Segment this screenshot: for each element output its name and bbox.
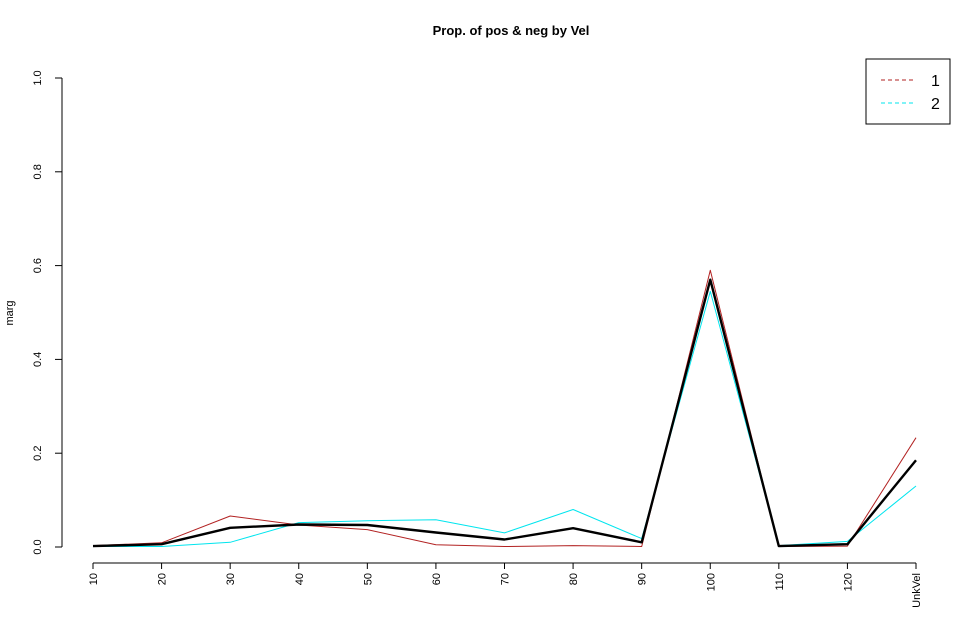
y-axis-label: marg bbox=[4, 300, 16, 325]
series-lines bbox=[92, 269, 917, 548]
y-tick-label: 0.2 bbox=[32, 446, 44, 461]
x-tick-label: 30 bbox=[225, 573, 237, 585]
legend: 12 bbox=[865, 58, 951, 125]
axes: 0.0 0.2 0.4 0.6 0.8 1.0 10 20 30 40 50 60 70 80 90 100 1… bbox=[32, 70, 923, 608]
x-tick-label: 60 bbox=[431, 573, 443, 585]
x-tick-label: 20 bbox=[157, 573, 169, 585]
x-tick-label: 40 bbox=[294, 573, 306, 585]
chart-title: Prop. of pos & neg by Vel bbox=[433, 23, 590, 38]
legend-label-2: 2 bbox=[931, 96, 940, 113]
x-tick-label: 10 bbox=[88, 573, 100, 585]
series-line-1 bbox=[92, 269, 917, 547]
y-tick-label: 0.0 bbox=[32, 539, 44, 554]
y-tick-label: 1.0 bbox=[32, 70, 44, 85]
x-tick-label: 80 bbox=[568, 573, 580, 585]
x-tick-label: 110 bbox=[774, 573, 786, 591]
x-tick-label: 100 bbox=[705, 573, 717, 591]
x-tick-label: 70 bbox=[500, 573, 512, 585]
x-tick-label: 50 bbox=[362, 573, 374, 585]
series-line-bold bbox=[92, 278, 917, 548]
x-tick-label: 90 bbox=[637, 573, 649, 585]
y-tick-label: 0.8 bbox=[32, 164, 44, 179]
x-tick-label: 120 bbox=[842, 573, 854, 591]
series-line-2 bbox=[93, 290, 917, 547]
y-tick-label: 0.4 bbox=[32, 352, 44, 367]
x-tick-label: UnkVel bbox=[911, 573, 923, 608]
y-tick-label: 0.6 bbox=[32, 258, 44, 273]
legend-label-1: 1 bbox=[931, 73, 940, 90]
legend-box bbox=[865, 58, 951, 125]
